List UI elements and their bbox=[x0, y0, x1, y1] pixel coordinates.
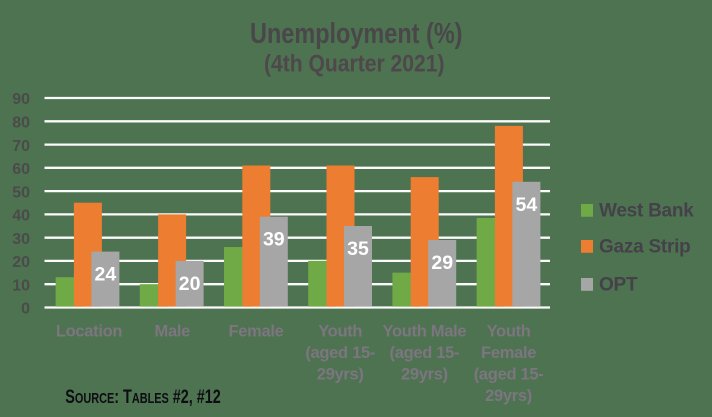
svg-text:20: 20 bbox=[179, 273, 201, 295]
svg-text:(aged 15-: (aged 15- bbox=[305, 344, 375, 362]
svg-text:Youth Male: Youth Male bbox=[383, 323, 467, 341]
svg-text:Female: Female bbox=[228, 323, 283, 341]
svg-text:Location: Location bbox=[56, 323, 123, 341]
svg-text:54: 54 bbox=[516, 194, 538, 216]
svg-text:Youth: Youth bbox=[487, 323, 531, 341]
svg-text:50: 50 bbox=[12, 184, 30, 201]
svg-text:29: 29 bbox=[431, 252, 453, 274]
svg-text:90: 90 bbox=[12, 91, 30, 108]
svg-text:35: 35 bbox=[347, 238, 369, 260]
svg-text:(aged 15-: (aged 15- bbox=[390, 344, 460, 362]
svg-text:39: 39 bbox=[263, 229, 285, 251]
svg-text:80: 80 bbox=[12, 115, 30, 132]
svg-text:SOURCE: TABLES #2, #12: SOURCE: TABLES #2, #12 bbox=[65, 386, 220, 407]
svg-text:Youth: Youth bbox=[318, 323, 362, 341]
svg-text:Unemployment (%): Unemployment (%) bbox=[250, 18, 463, 50]
svg-text:24: 24 bbox=[95, 264, 117, 286]
svg-text:OPT: OPT bbox=[599, 275, 638, 296]
svg-text:29yrs): 29yrs) bbox=[317, 366, 364, 384]
svg-text:29yrs): 29yrs) bbox=[485, 387, 532, 405]
svg-text:Female: Female bbox=[481, 344, 536, 362]
svg-text:40: 40 bbox=[12, 208, 30, 225]
svg-text:20: 20 bbox=[12, 254, 30, 271]
svg-text:(aged 15-: (aged 15- bbox=[474, 366, 544, 384]
svg-text:(4th Quarter 2021): (4th Quarter 2021) bbox=[264, 51, 445, 78]
svg-text:70: 70 bbox=[12, 138, 30, 155]
svg-text:30: 30 bbox=[12, 231, 30, 248]
svg-text:60: 60 bbox=[12, 161, 30, 178]
svg-text:Male: Male bbox=[155, 323, 191, 341]
svg-text:0: 0 bbox=[21, 301, 30, 318]
svg-text:West Bank: West Bank bbox=[599, 201, 694, 222]
svg-text:29yrs): 29yrs) bbox=[401, 366, 448, 384]
svg-text:Gaza Strip: Gaza Strip bbox=[599, 237, 690, 258]
svg-text:10: 10 bbox=[12, 277, 30, 294]
